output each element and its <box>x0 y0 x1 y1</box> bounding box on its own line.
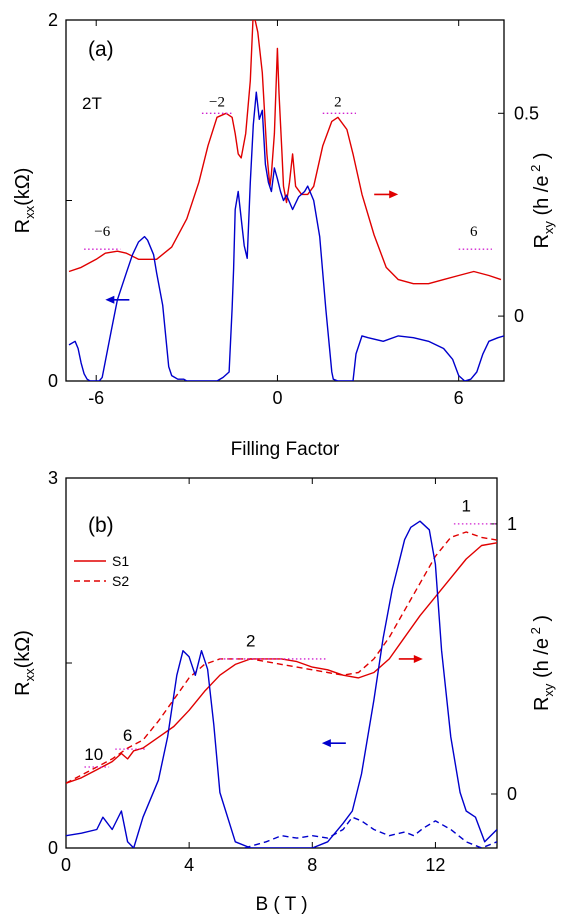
y-left-axis-label: Rxx(kΩ) <box>12 630 37 696</box>
y-right-tick-label: 0 <box>514 306 524 326</box>
label-tail: ) <box>531 615 553 627</box>
x-tick-label: 0 <box>272 388 282 408</box>
rxy-series-line <box>68 20 502 285</box>
rxx-series-line <box>66 520 497 848</box>
x-tick-label: -6 <box>88 388 104 408</box>
y-right-tick-label: 0.5 <box>514 103 539 123</box>
rxx-series-line <box>244 816 497 848</box>
label-main: R <box>531 234 553 248</box>
y-right-axis-label: Rxy (h /e 2 ) <box>528 152 556 248</box>
filling-factor-label: 2 <box>246 632 255 651</box>
legend-label: S2 <box>112 573 129 589</box>
panel-label: (a) <box>88 38 114 61</box>
y-left-tick-label: 2 <box>48 10 58 30</box>
label-main: R <box>12 681 34 695</box>
axis-arrow-head <box>413 654 423 663</box>
x-tick-label: 6 <box>454 388 464 408</box>
label-tail: ) <box>531 152 553 164</box>
label-main: R <box>12 219 34 233</box>
x-axis-label: Filling Factor <box>231 439 340 460</box>
x-tick-label: 12 <box>425 855 445 875</box>
label-sup: 2 <box>528 165 543 176</box>
label-unit: (h /e <box>531 638 553 684</box>
axis-arrow-head <box>389 190 399 199</box>
label-sub: xy <box>541 221 556 235</box>
label-sup: 2 <box>528 627 543 638</box>
filling-factor-label: −6 <box>94 224 110 240</box>
label-main: R <box>531 697 553 711</box>
x-tick-label: 0 <box>61 855 71 875</box>
axis-arrow-head <box>105 295 115 304</box>
y-right-tick-label: 1 <box>507 514 517 534</box>
x-tick-label: 4 <box>184 855 194 875</box>
label-sub: xy <box>541 683 556 697</box>
y-right-axis-label: Rxy (h /e 2 ) <box>528 615 556 711</box>
x-axis-label: B ( T ) <box>255 894 307 915</box>
y-left-tick-label: 3 <box>48 468 58 488</box>
legend-label: S1 <box>112 553 129 569</box>
filling-factor-label: 10 <box>84 745 103 764</box>
label-sub: xx <box>22 668 37 682</box>
field-annotation: 2T <box>82 94 102 113</box>
plot-frame <box>65 477 498 849</box>
label-unit: (kΩ) <box>12 168 34 206</box>
filling-factor-label: 6 <box>123 726 132 745</box>
filling-factor-label: 2 <box>334 94 342 110</box>
y-left-tick-label: 0 <box>48 838 58 858</box>
label-unit: (kΩ) <box>12 630 34 668</box>
rxy-series-line <box>66 542 497 784</box>
label-unit: (h /e <box>531 176 553 222</box>
y-left-axis-label: Rxx(kΩ) <box>12 168 37 234</box>
y-right-tick-label: 0 <box>507 784 517 804</box>
rxx-series-line <box>68 91 504 381</box>
filling-factor-label: 6 <box>470 224 478 240</box>
axis-arrow-head <box>321 739 331 748</box>
plot-frame <box>65 19 505 382</box>
plot-area <box>66 520 497 848</box>
label-sub: xx <box>22 205 37 219</box>
filling-factor-label: −2 <box>209 94 225 110</box>
plot-area <box>68 20 504 381</box>
filling-factor-label: 1 <box>461 497 470 516</box>
rxy-series-line <box>66 531 497 784</box>
y-left-tick-label: 0 <box>48 371 58 391</box>
panel-label: (b) <box>88 514 114 537</box>
x-tick-label: 8 <box>307 855 317 875</box>
